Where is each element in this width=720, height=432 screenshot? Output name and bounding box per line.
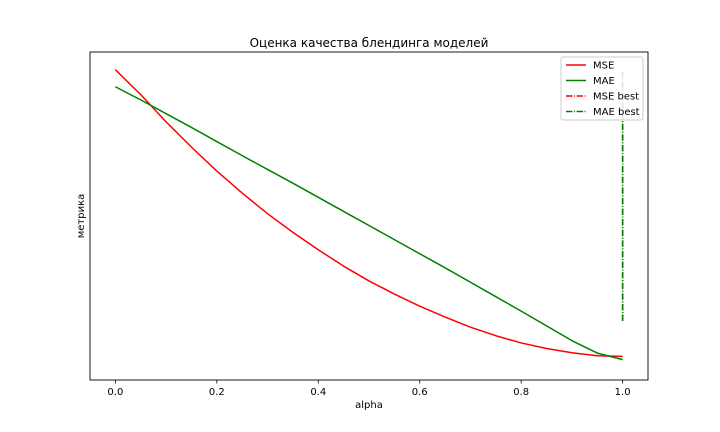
series-line-mse: [114, 69, 623, 358]
chart-title: Оценка качества блендинга моделей: [250, 36, 489, 50]
axes-frame: [89, 51, 649, 381]
legend-label-mse: MSE: [593, 61, 614, 72]
x-tick-label: 0.2: [209, 387, 225, 398]
legend: MSE MAE MSE best MAE best: [560, 56, 644, 121]
legend-label-mae-best: MAE best: [593, 107, 640, 118]
x-tick-label: 1.0: [615, 387, 631, 398]
x-tick-label: 0.6: [412, 387, 428, 398]
legend-label-mse-best: MSE best: [593, 92, 639, 103]
x-tick-label: 0.0: [107, 387, 123, 398]
plot-area: [90, 52, 648, 380]
legend-frame: [560, 56, 644, 121]
x-axis-label: alpha: [355, 400, 383, 411]
x-tick-label: 0.4: [310, 387, 326, 398]
x-ticks: 0.0 0.2 0.4 0.6 0.8 1.0: [107, 380, 631, 398]
series-line-mae: [115, 86, 623, 361]
x-tick-label: 0.8: [513, 387, 529, 398]
legend-label-mae: MAE: [593, 76, 615, 87]
axes-spines: [89, 51, 649, 381]
y-axis-label: метрика: [76, 194, 87, 239]
